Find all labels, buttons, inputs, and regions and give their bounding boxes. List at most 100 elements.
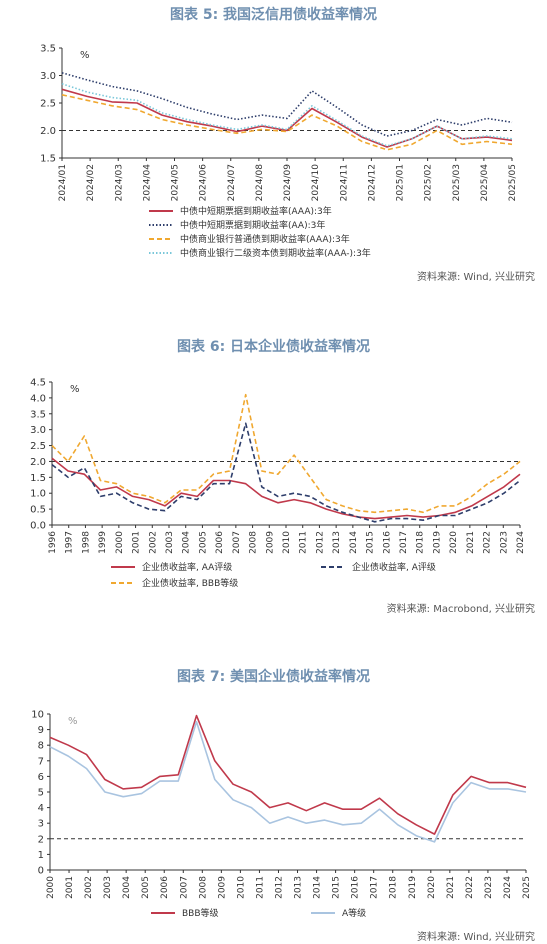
x-tick-label: 2024/04 [142,164,152,202]
figure-5: 图表 5: 我国泛信用债收益率情况 3.5 3.0 2.5 2.0 1.5% 2024/0… [0,0,547,300]
x-tick-label: 2024/12 [367,164,377,201]
x-tick-label: 2018 [389,876,399,899]
legend-item: 中债商业银行普通债到期收益率(AAA):3年 [148,232,350,245]
legend: 中债中短期票据到期收益率(AAA):3年 中债中短期票据到期收益率(AA):3年中… [148,204,528,264]
legend-label: 中债商业银行二级资本债到期收益率(AAA-):3年 [180,249,371,259]
x-tick-label: 2014 [313,876,323,899]
x-tick-label: 2010 [282,531,292,554]
x-tick-label: 2014 [349,531,359,554]
x-tick-label: 2012 [315,531,325,554]
x-tick-label: 2011 [299,531,309,554]
legend-swatch [311,911,335,914]
x-tick-label: 2024/11 [339,164,349,201]
figure-7: 图表 7: 美国企业债收益率情况 10 9 8 7 6 5 4 3 2 1 0% 2000 2001 20… [0,660,547,944]
x-tick-label: 2024/07 [227,164,237,201]
y-tick-label: 3.0 [30,425,46,436]
chart-fig5: 3.5 3.0 2.5 2.0 1.5% 2024/01 2024/02 2024/03 202… [40,44,518,202]
y-unit-label: % [80,50,90,61]
y-tick-label: 0 [38,866,44,877]
x-tick-label: 2003 [165,531,175,554]
legend-item: 中债中短期票据到期收益率(AA):3年 [148,218,325,231]
y-tick-label: 9 [38,725,44,736]
x-tick-label: 2023 [499,531,509,554]
y-tick-label: 4.5 [30,378,46,389]
x-tick-label: 2004 [122,876,132,899]
x-tick-label: 2024/10 [311,164,321,202]
legend-item: 企业债收益率, BBB等级 [110,576,238,589]
x-tick-label: 2008 [249,531,259,554]
legend-item: 中债中短期票据到期收益率(AAA):3年 [148,204,332,217]
x-tick-label: 2002 [148,531,158,554]
y-tick-label: 10 [31,710,44,721]
legend: BBB等级 A等级 [150,906,450,924]
source-note: 资料来源: Macrobond, 兴业研究 [386,604,535,615]
y-unit-label: % [70,384,80,395]
legend-swatch [149,251,173,254]
x-tick-label: 2019 [432,531,442,554]
x-tick-label: 1997 [65,531,75,554]
x-tick-label: 2025/02 [424,164,434,201]
x-tick-label: 2019 [408,876,418,899]
x-tick-label: 2025/03 [452,164,462,201]
figure-title: 图表 7: 美国企业债收益率情况 [176,669,371,685]
x-tick-label: 2012 [274,876,284,899]
x-tick-label: 2025/01 [396,164,406,201]
x-tick-label: 1996 [48,531,58,554]
legend-item: 企业债收益率, A评级 [320,560,436,573]
y-tick-label: 3.5 [30,409,46,420]
y-tick-label: 2 [38,834,44,845]
legend-label: 企业债收益率, A评级 [352,563,436,573]
series-line [49,721,527,843]
x-tick-label: 2024 [503,876,513,899]
series-line [61,94,513,151]
x-tick-label: 2024 [516,531,526,554]
x-tick-label: 2024/06 [199,164,209,202]
series-line [51,457,521,520]
y-tick-label: 2.0 [30,457,46,468]
legend-label: 企业债收益率, BBB等级 [142,579,239,589]
y-tick-label: 4.0 [30,393,46,404]
x-tick-label: 2024/08 [255,164,265,202]
legend-swatch [149,209,173,212]
y-tick-label: 1.0 [30,489,46,500]
x-tick-label: 2006 [160,876,170,899]
y-tick-label: 2.5 [40,99,56,110]
series-line [51,393,521,514]
x-tick-label: 2020 [427,876,437,899]
y-tick-label: 2.5 [30,441,46,452]
series-line [61,72,513,137]
y-tick-label: 4 [38,803,44,814]
x-tick-label: 2024/09 [283,164,293,202]
figure-title: 图表 6: 日本企业债收益率情况 [176,339,371,355]
legend-label: A等级 [342,909,367,919]
x-tick-label: 2020 [449,531,459,554]
x-tick-label: 2011 [255,876,265,899]
y-tick-label: 1.5 [30,473,46,484]
x-tick-label: 2003 [103,876,113,899]
figure-6: 图表 6: 日本企业债收益率情况 4.5 4.0 3.5 3.0 2.5 2.0 1.5 1.… [0,330,547,630]
x-tick-label: 2022 [465,876,475,899]
y-tick-label: 3.5 [40,44,56,55]
x-tick-label: 2016 [382,531,392,554]
x-tick-label: 2013 [294,876,304,899]
x-tick-label: 2015 [332,876,342,899]
y-tick-label: 1.5 [40,154,56,165]
legend-item: 企业债收益率, AA评级 [110,560,232,573]
y-tick-label: 5 [38,788,44,799]
series-line [61,83,513,147]
x-tick-label: 2024/03 [114,164,124,201]
y-tick-label: 3.0 [40,71,56,82]
figure-title: 图表 5: 我国泛信用债收益率情况 [169,7,378,23]
y-tick-label: 8 [38,741,44,752]
legend-label: BBB等级 [182,909,219,919]
y-tick-label: 0.0 [30,521,46,532]
legend-swatch [149,223,173,226]
x-tick-label: 2009 [265,531,275,554]
source-note: 资料来源: Wind, 兴业研究 [416,932,535,943]
y-unit-label: % [68,716,78,727]
legend-label: 中债中短期票据到期收益率(AA):3年 [180,221,326,231]
x-tick-label: 2013 [332,531,342,554]
y-tick-label: 1 [38,850,44,861]
x-tick-label: 2021 [446,876,456,899]
